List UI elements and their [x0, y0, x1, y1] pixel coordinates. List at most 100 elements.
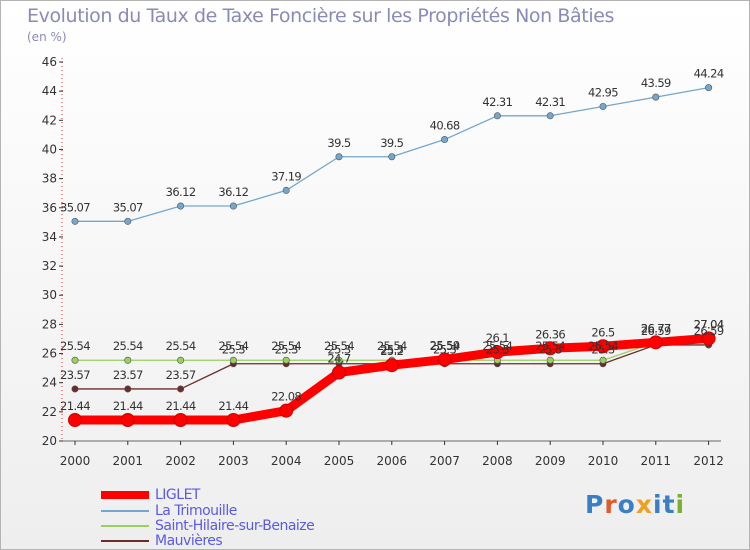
- data-point: [335, 153, 343, 161]
- data-point: [124, 217, 132, 225]
- data-label: 42.31: [482, 95, 512, 109]
- legend-swatch: [101, 524, 149, 527]
- data-label: 26.77: [641, 321, 671, 335]
- data-label: 27.04: [694, 317, 724, 331]
- data-label: 23.57: [166, 368, 196, 382]
- data-point: [71, 217, 79, 225]
- y-tick-label: 44: [42, 84, 57, 98]
- data-point: [226, 413, 241, 428]
- x-tick-label: 2003: [218, 454, 249, 468]
- data-point: [441, 136, 449, 144]
- data-label: 25.54: [324, 339, 354, 353]
- data-label: 25.54: [535, 339, 565, 353]
- y-tick-label: 36: [42, 201, 57, 215]
- data-label: 36.12: [218, 185, 248, 199]
- data-point: [177, 202, 185, 210]
- legend-label: Saint-Hilaire-sur-Benaize: [155, 517, 315, 534]
- data-point: [546, 356, 554, 364]
- data-label: 23.57: [113, 368, 143, 382]
- data-label: 25.3: [222, 343, 245, 357]
- data-point: [546, 112, 554, 120]
- data-point: [437, 352, 452, 367]
- chart-title: Evolution du Taux de Taxe Foncière sur l…: [27, 5, 615, 27]
- data-label: 22.08: [271, 390, 301, 404]
- data-label: 35.07: [113, 200, 143, 214]
- data-label: 25.54: [271, 339, 301, 353]
- legend-swatch: [101, 539, 149, 542]
- legend-item: Mauvières: [101, 532, 223, 549]
- x-tick-label: 2000: [60, 454, 91, 468]
- data-label: 25.3: [275, 343, 298, 357]
- data-label: 37.19: [271, 169, 301, 183]
- x-tick-label: 2002: [165, 454, 196, 468]
- data-label: 43.59: [641, 76, 671, 90]
- y-tick-label: 40: [42, 142, 57, 156]
- data-label: 23.57: [60, 368, 90, 382]
- data-point: [124, 356, 132, 364]
- data-label: 39.5: [327, 136, 350, 150]
- data-point: [493, 112, 501, 120]
- data-point: [335, 356, 343, 364]
- data-point: [177, 356, 185, 364]
- x-tick-label: 2011: [641, 454, 672, 468]
- data-label: 25.54: [377, 339, 407, 353]
- legend-item: LIGLET: [101, 486, 200, 503]
- data-label: 42.95: [588, 85, 618, 99]
- legend-item: Saint-Hilaire-sur-Benaize: [101, 517, 315, 534]
- data-label: 25.2: [380, 344, 403, 358]
- legend-label: Mauvières: [155, 532, 223, 549]
- data-label: 26.5: [591, 325, 614, 339]
- x-tick-label: 2001: [113, 454, 144, 468]
- data-label: 21.44: [60, 399, 90, 413]
- legend-label: LIGLET: [155, 486, 200, 503]
- x-tick-label: 2005: [324, 454, 355, 468]
- data-label: 21.44: [113, 399, 143, 413]
- x-tick-label: 2006: [377, 454, 408, 468]
- y-tick-label: 26: [42, 347, 57, 361]
- data-point: [384, 358, 399, 373]
- data-point: [701, 331, 716, 346]
- data-label: 25.59: [430, 339, 460, 353]
- y-tick-label: 34: [42, 230, 57, 244]
- data-label: 40.68: [430, 119, 460, 133]
- y-tick-label: 42: [42, 113, 57, 127]
- y-tick-label: 24: [42, 376, 57, 390]
- data-point: [279, 403, 294, 418]
- y-tick-label: 28: [42, 317, 57, 331]
- data-label: 25.54: [430, 339, 460, 353]
- data-label: 25.3: [380, 343, 403, 357]
- x-tick-label: 2004: [271, 454, 302, 468]
- y-tick-label: 20: [42, 434, 57, 448]
- x-tick-label: 2007: [429, 454, 460, 468]
- data-label: 44.24: [694, 67, 724, 81]
- data-label: 26.59: [694, 324, 724, 338]
- data-label: 25.54: [218, 339, 248, 353]
- y-tick-label: 46: [42, 55, 57, 69]
- data-point: [332, 365, 346, 380]
- data-label: 35.07: [60, 200, 90, 214]
- data-point: [229, 202, 237, 210]
- data-label: 26.36: [535, 327, 565, 341]
- data-point: [705, 84, 713, 92]
- x-tick-label: 2012: [693, 454, 724, 468]
- x-tick-label: 2010: [588, 454, 619, 468]
- y-tick-label: 32: [42, 259, 57, 273]
- data-point: [71, 385, 79, 393]
- data-label: 25.54: [113, 339, 143, 353]
- data-label: 26.1: [486, 331, 509, 345]
- data-label: 25.3: [539, 343, 562, 357]
- y-tick-label: 22: [42, 405, 57, 419]
- data-label: 21.44: [218, 399, 248, 413]
- data-label: 25.54: [482, 339, 512, 353]
- legend-label: La Trimouille: [155, 502, 237, 519]
- x-tick-label: 2008: [482, 454, 513, 468]
- chart-unit: (en %): [27, 30, 67, 44]
- data-point: [599, 102, 607, 110]
- data-label: 26.77: [641, 321, 671, 335]
- data-label: 21.44: [166, 399, 196, 413]
- data-point: [173, 413, 188, 428]
- legend-item: La Trimouille: [101, 502, 237, 519]
- data-label: 39.5: [380, 136, 403, 150]
